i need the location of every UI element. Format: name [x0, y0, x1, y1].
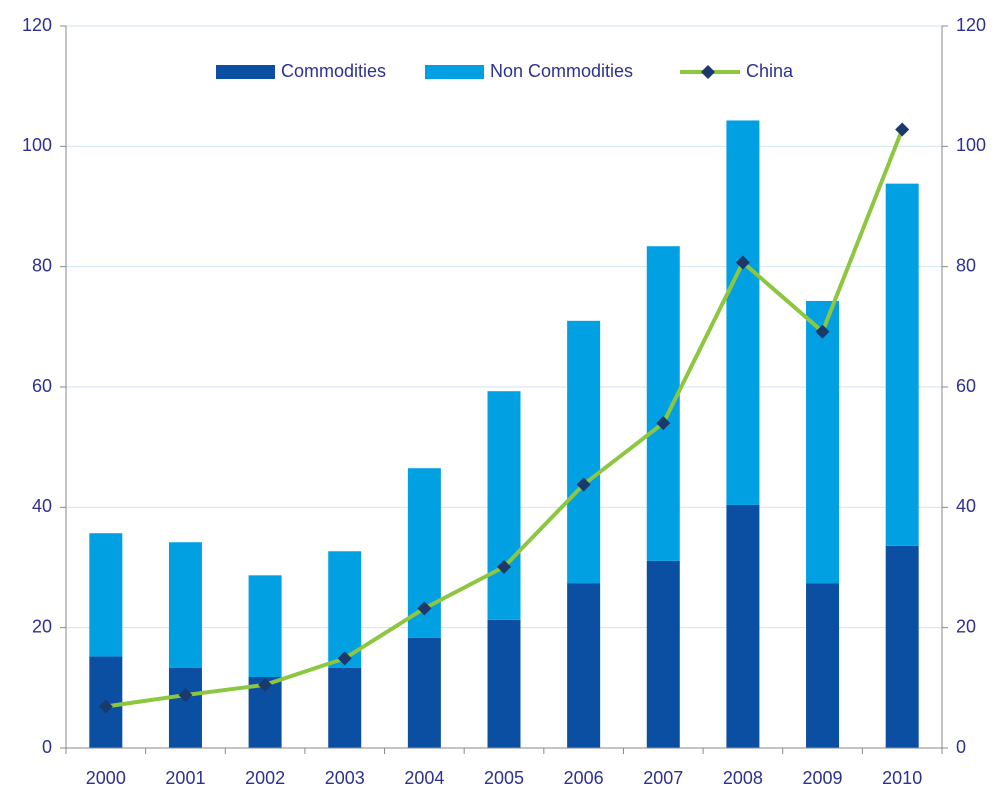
- y-tick-label: 40: [32, 496, 52, 516]
- y-tick-label: 60: [32, 376, 52, 396]
- marker: [258, 677, 273, 692]
- marker: [497, 559, 511, 574]
- bar: [487, 391, 521, 620]
- bar: [885, 183, 919, 546]
- y-tick-label: 100: [22, 135, 52, 155]
- y2-tick-label: 20: [956, 616, 976, 636]
- marker: [895, 122, 910, 137]
- legend-label: China: [746, 61, 794, 81]
- marker: [735, 255, 750, 270]
- x-tick-label: 2000: [86, 768, 126, 788]
- x-tick-label: 2009: [803, 768, 843, 788]
- x-tick-label: 2002: [245, 768, 285, 788]
- bar: [89, 533, 123, 657]
- x-tick-label: 2005: [484, 768, 524, 788]
- y-tick-label: 120: [22, 15, 52, 35]
- y2-tick-label: 40: [956, 496, 976, 516]
- legend-swatch: [216, 65, 275, 79]
- bar: [567, 583, 601, 748]
- x-tick-label: 2004: [404, 768, 444, 788]
- y2-tick-label: 60: [956, 376, 976, 396]
- bar: [168, 542, 202, 668]
- bar: [567, 320, 601, 584]
- bar: [806, 583, 840, 748]
- y2-tick-label: 0: [956, 737, 966, 757]
- y-tick-label: 20: [32, 616, 52, 636]
- bar: [328, 667, 362, 748]
- bar: [726, 504, 760, 748]
- x-tick-label: 2001: [165, 768, 205, 788]
- bar: [328, 551, 362, 668]
- y2-tick-label: 100: [956, 135, 986, 155]
- y-tick-label: 0: [42, 737, 52, 757]
- marker: [576, 477, 591, 492]
- bar: [646, 560, 680, 748]
- legend-swatch: [425, 65, 484, 79]
- legend-marker: [701, 65, 715, 79]
- marker: [337, 651, 352, 666]
- bar: [806, 300, 840, 584]
- bar: [487, 619, 521, 748]
- bar: [726, 120, 760, 505]
- marker: [815, 324, 830, 339]
- y2-tick-label: 120: [956, 15, 986, 35]
- marker: [178, 688, 193, 703]
- marker: [656, 416, 671, 431]
- bar: [407, 637, 441, 748]
- bar: [248, 575, 282, 678]
- y-tick-label: 80: [32, 255, 52, 275]
- x-tick-label: 2007: [643, 768, 683, 788]
- marker: [417, 601, 432, 616]
- x-tick-label: 2003: [325, 768, 365, 788]
- legend-label: Commodities: [281, 61, 386, 81]
- x-tick-label: 2010: [882, 768, 922, 788]
- bar: [168, 667, 202, 748]
- y2-tick-label: 80: [956, 255, 976, 275]
- x-tick-label: 2008: [723, 768, 763, 788]
- legend-label: Non Commodities: [490, 61, 633, 81]
- marker: [98, 699, 113, 714]
- bar: [885, 545, 919, 748]
- x-tick-label: 2006: [564, 768, 604, 788]
